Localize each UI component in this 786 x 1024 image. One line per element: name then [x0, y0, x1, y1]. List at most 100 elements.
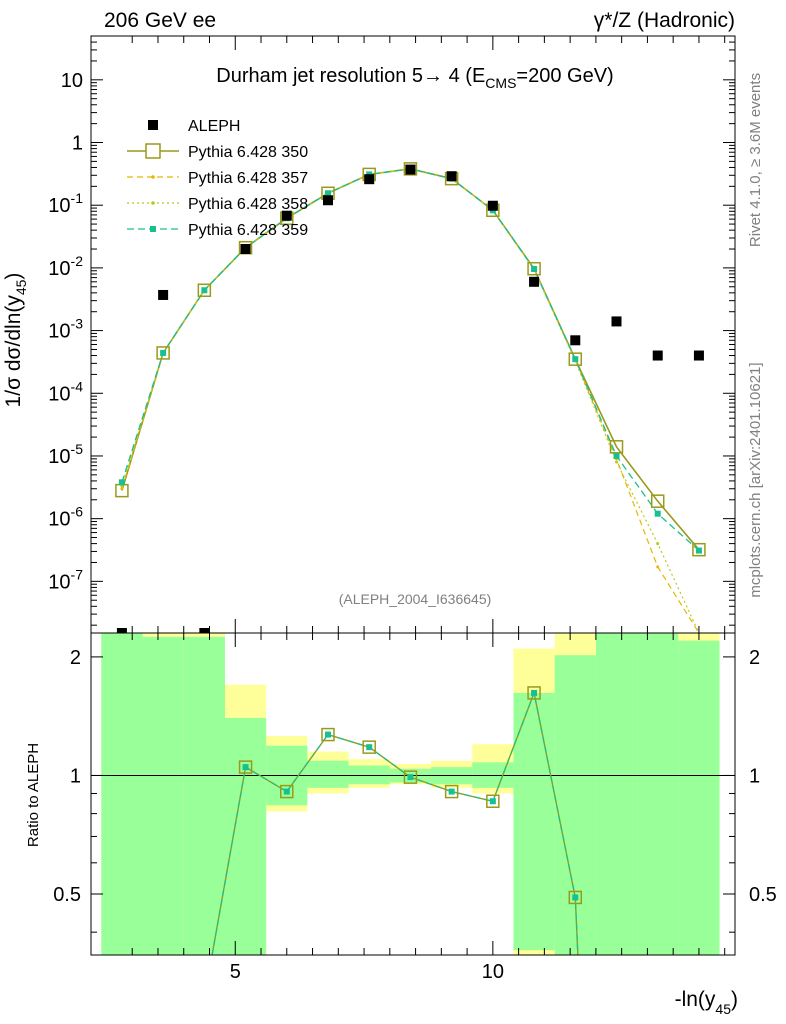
- band-green-bin-13: [637, 633, 679, 955]
- band-green-bin-3: [224, 717, 267, 955]
- point-359-12: [613, 452, 620, 459]
- legend-label-0: ALEPH: [188, 118, 240, 135]
- ytick-base: 10: [48, 321, 70, 343]
- ratio-point-359-0: [242, 764, 249, 771]
- legend-label-4: Pythia 6.428 359: [188, 222, 308, 239]
- aleph-point-8: [446, 171, 457, 182]
- legend-label-3: Pythia 6.428 358: [188, 196, 308, 213]
- aleph-point-14: [693, 350, 704, 361]
- ytick-base: 10: [48, 383, 70, 405]
- xtick-label-1: 10: [482, 961, 504, 983]
- watermark: (ALEPH_2004_I636645): [339, 591, 492, 607]
- legend-label-1: Pythia 6.428 350: [188, 144, 308, 161]
- legend-marker-350: [145, 143, 161, 159]
- point-359-1: [160, 349, 167, 356]
- ytick-label-7: 1: [72, 133, 83, 155]
- title-tail: =200 GeV): [516, 65, 613, 87]
- title-sub: CMS: [485, 75, 516, 91]
- ratio-point-359-5: [448, 788, 455, 795]
- ratio-point-350-5: [444, 784, 459, 799]
- aleph-point-7: [405, 164, 416, 175]
- ytick-exp: -2: [71, 253, 84, 269]
- point-359-13: [654, 510, 661, 517]
- chart-title: Durham jet resolution 5→ 4 (ECMS=200 GeV…: [216, 65, 613, 91]
- y-axis-label: 1/σ dσ/dln(y45): [2, 273, 29, 408]
- ratio-point-359-6: [489, 798, 496, 805]
- legend-marker-3: [151, 201, 155, 205]
- ratio-point-359-4: [407, 774, 414, 781]
- aleph-point-1: [158, 289, 169, 300]
- ratio-point-350-0: [238, 760, 253, 774]
- ratio-ytick-label-left-1: 1: [70, 765, 81, 787]
- point-3-12: [615, 460, 619, 464]
- xlabel-tail: ): [731, 988, 738, 1011]
- ratio-ytick-label-right-1: 1: [749, 765, 760, 787]
- band-green-bin-6: [348, 765, 390, 785]
- point-359-2: [201, 287, 208, 294]
- ytick-exp: -1: [71, 190, 84, 206]
- ytick-label-2: 10-5: [48, 441, 83, 468]
- ratio-point-350-1: [280, 784, 294, 799]
- xtick-label-0: 5: [230, 961, 241, 983]
- ytick-base: 10: [48, 509, 70, 531]
- ratio-point-359-7: [531, 689, 538, 696]
- ytick-base: 10: [48, 195, 70, 217]
- point-359-0: [118, 479, 125, 486]
- ytick-label-1: 10-6: [48, 504, 83, 531]
- band-green-bin-10: [513, 692, 555, 951]
- aleph-point-5: [322, 195, 333, 206]
- band-green-bin-5: [307, 760, 349, 788]
- point-359-5: [324, 190, 331, 197]
- ratio-point-350-3: [362, 740, 376, 754]
- ytick-label-5: 10-2: [48, 253, 83, 280]
- point-2-0: [120, 487, 124, 491]
- mcplots-label: mcplots.cern.ch [arXiv:2401.10621]: [747, 362, 764, 597]
- aleph-point-9: [487, 200, 498, 211]
- legend-label-2: Pythia 6.428 357: [188, 170, 308, 187]
- band-green-bin-2: [183, 636, 225, 955]
- ytick-exp: -7: [71, 566, 84, 582]
- header-right: γ*/Z (Hadronic): [594, 9, 735, 32]
- aleph-point-6: [364, 174, 375, 185]
- title-main: Durham jet resolution 5→ 4 (E: [216, 65, 485, 87]
- aleph-point-13: [652, 350, 663, 361]
- ytick-exp: -4: [71, 378, 84, 394]
- ratio-y-label: Ratio to ALEPH: [25, 743, 42, 847]
- point-350-14: [692, 542, 706, 557]
- aleph-point-4: [281, 210, 292, 221]
- band-green-bin-1: [142, 636, 184, 955]
- header-left: 206 GeV ee: [104, 9, 216, 32]
- aleph-point-12: [611, 316, 622, 327]
- ytick-base: 10: [48, 571, 70, 593]
- ytick-exp: -6: [71, 504, 84, 520]
- ytick-exp: -5: [71, 441, 84, 457]
- x-axis-tick-labels: 5 10: [230, 961, 504, 983]
- point-350-2: [197, 283, 212, 297]
- ratio-ytick-label-right-2: 2: [749, 647, 760, 669]
- ratio-point-350-7: [527, 686, 541, 700]
- point-359-14: [695, 547, 702, 554]
- ylabel-main: 1/σ dσ/dln(y: [2, 295, 25, 408]
- x-axis-label: -ln(y45): [675, 988, 738, 1017]
- xlabel-main: -ln(y: [675, 988, 716, 1011]
- point-2-13: [656, 565, 660, 569]
- point-350-13: [650, 494, 665, 508]
- ratio-plot-content: [91, 633, 735, 956]
- aleph-point-11: [570, 335, 581, 346]
- ytick-exp: -3: [71, 316, 84, 332]
- legend-marker-aleph: [148, 120, 158, 130]
- main-plot-content: [115, 162, 706, 638]
- aleph-point-10: [529, 276, 540, 287]
- point-3-13: [656, 542, 660, 546]
- band-green-bin-0: [101, 633, 143, 955]
- ratio-point-359-2: [324, 731, 331, 738]
- ratio-ytick-label-left-2: 2: [70, 647, 81, 669]
- point-350-7: [403, 162, 418, 176]
- ratio-point-359-1: [283, 788, 290, 795]
- ratio-ytick-label-right-0: 0.5: [749, 884, 777, 906]
- ratio-ytick-label-left-0: 0.5: [53, 884, 81, 906]
- band-green-bin-12: [595, 633, 638, 955]
- legend: ALEPH Pythia 6.428 350 Pythia 6.428 357 Pyt…: [127, 118, 308, 239]
